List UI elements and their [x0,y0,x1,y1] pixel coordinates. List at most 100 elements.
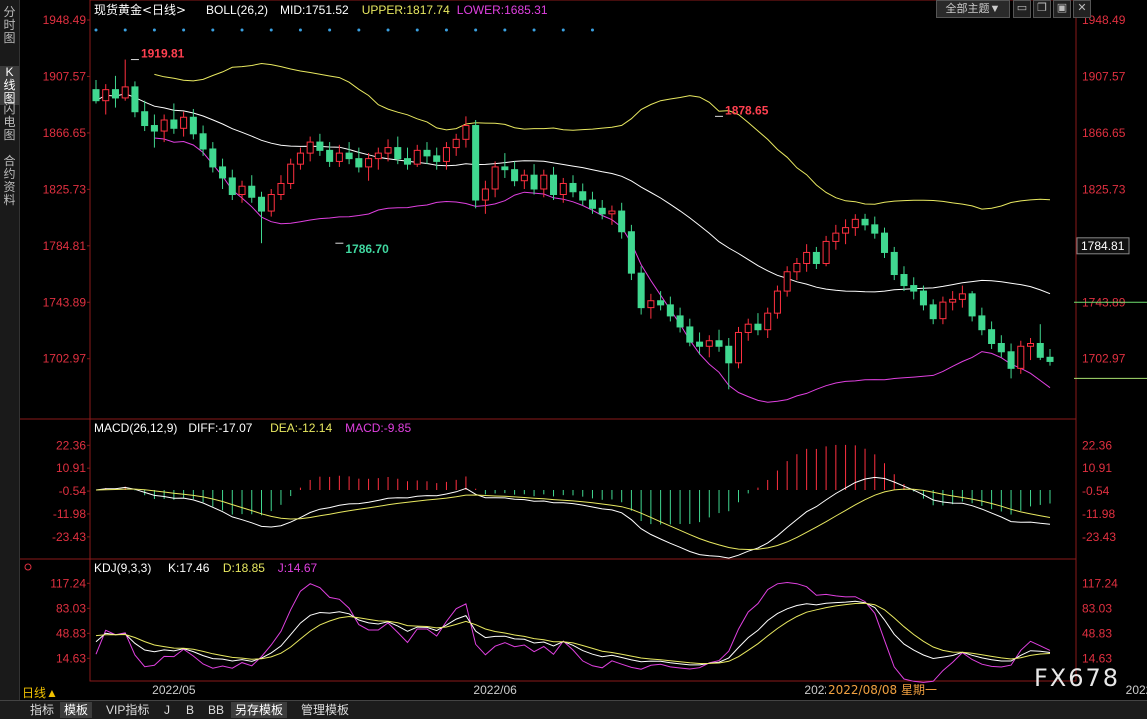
bottom-tab-0[interactable]: 指标 [30,703,55,717]
candle-body [141,111,149,127]
bottom-toolbar: 指标 模板 VIP指标 J B BB 另存模板 管理模板 [0,700,1147,719]
candle-body [423,149,431,157]
candle-body [696,341,704,347]
candle-body [491,166,499,190]
candle-body [627,231,635,274]
candle-body [734,331,743,364]
candle-body [812,251,820,264]
candle-body [783,271,791,292]
candle-body [793,262,801,273]
candle-body [764,312,772,331]
signal-dot [444,28,448,32]
candle-body [335,152,343,162]
bottom-tab-7[interactable]: 管理模板 [301,703,350,717]
bottom-tab-4[interactable]: B [186,703,195,717]
period-selector[interactable]: 日线▲ [22,686,58,700]
bottom-tab-5[interactable]: BB [208,703,225,717]
signal-dot [590,28,594,32]
macd-diff-line [95,476,1051,559]
window-button-3[interactable]: ✕ [1073,0,1091,18]
candle-body [540,174,548,190]
side-tab-bar: 分 时 图 K 线 图闪 电 图合 约 资 料 [0,0,20,700]
price-tick-right-2: 1866.65 [1082,126,1126,140]
candle-body [131,86,139,113]
candle-body [608,210,616,215]
candle-body [657,300,665,306]
main-indicator-label: BOLL(26,2) [206,3,268,17]
theme-dropdown-button[interactable]: 全部主题▼ [936,0,1010,18]
window-button-0[interactable]: ▭ [1013,0,1031,18]
candle-body [511,169,519,182]
signal-dot [94,28,98,32]
kdj-legend-2: J:14.67 [278,561,318,575]
candle-body [209,148,217,168]
price-tick-right-6: 1702.97 [1082,352,1126,366]
macd-tick-right-0: 22.36 [1082,438,1112,452]
side-tab-3[interactable]: 合 约 资 料 [3,154,16,207]
candle-body [365,158,373,168]
candle-body [228,177,236,196]
kdj-tick-left-3: 14.63 [56,651,86,665]
boll-mid-line [95,93,1051,295]
candle-body [861,218,869,226]
kdj-tick-left-0: 117.24 [50,576,86,590]
crosshair-date-label: 2022/08/08 星期一 [828,683,937,697]
candle-body [1027,343,1035,347]
kdj-k-line [95,600,1051,666]
candle-body [773,290,781,314]
last-price-box [1076,237,1130,255]
signal-dot [357,28,361,32]
candle-body [326,149,334,162]
signal-dot [152,28,156,32]
bottom-tab-2[interactable]: VIP指标 [106,703,150,717]
side-tab-2[interactable]: 闪 电 图 [3,102,16,142]
candle-body [997,343,1005,353]
watermark-logo: FX678 [1034,664,1121,692]
kdj-settings-icon [24,563,32,571]
side-tab-0[interactable]: 分 时 图 [3,5,16,45]
signal-dot [211,28,215,32]
candle-body [394,147,402,160]
signal-dot [298,28,302,32]
annotation-2: 1878.65 [725,103,769,117]
boll-upper-line [154,62,1051,210]
x-tick-1: 2022/06 [473,683,517,697]
candle-body [160,119,168,132]
price-tick-left-6: 1702.97 [43,352,87,366]
main-legend-0: MID:1751.52 [280,3,349,17]
bottom-tab-6[interactable]: 另存模板 [231,702,288,718]
candle-body [715,340,723,347]
candle-body [296,152,304,165]
chart-title: 现货黄金<日线> [94,2,186,17]
candle-body [588,199,596,209]
candle-body [374,152,382,160]
bottom-tab-3[interactable]: J [164,703,170,717]
window-button-2[interactable]: ▣ [1053,0,1071,18]
signal-dot [269,28,273,32]
candle-body [238,185,246,196]
kline-chart[interactable]: 1948.49 1948.49 1907.57 1907.57 1866.65 1866.… [0,0,1147,700]
candle-body [355,158,363,168]
price-tick-left-0: 1948.49 [43,13,87,27]
candle-body [1017,345,1025,369]
candle-body [306,141,314,154]
kdj-pane-frame [89,558,1077,682]
candle-body [121,86,129,99]
candle-body [803,251,811,264]
candle-body [851,218,859,229]
candle-body [949,298,957,303]
candle-body [102,89,110,102]
macd-tick-left-4: -23.43 [52,530,86,544]
candle-body [316,141,324,151]
window-button-1[interactable]: ❐ [1033,0,1051,18]
candle-body [871,224,879,234]
annotation-1: 1786.70 [345,242,389,256]
price-tick-right-3: 1825.73 [1082,182,1126,196]
candle-body [842,227,850,234]
candle-body [92,89,100,102]
side-tab-1[interactable]: K 线 图 [0,66,19,105]
bottom-tab-1[interactable]: 模板 [60,702,93,718]
kdj-indicator-label: KDJ(9,3,3) [94,561,151,575]
candle-body [754,323,762,331]
price-tick-right-1: 1907.57 [1082,69,1126,83]
